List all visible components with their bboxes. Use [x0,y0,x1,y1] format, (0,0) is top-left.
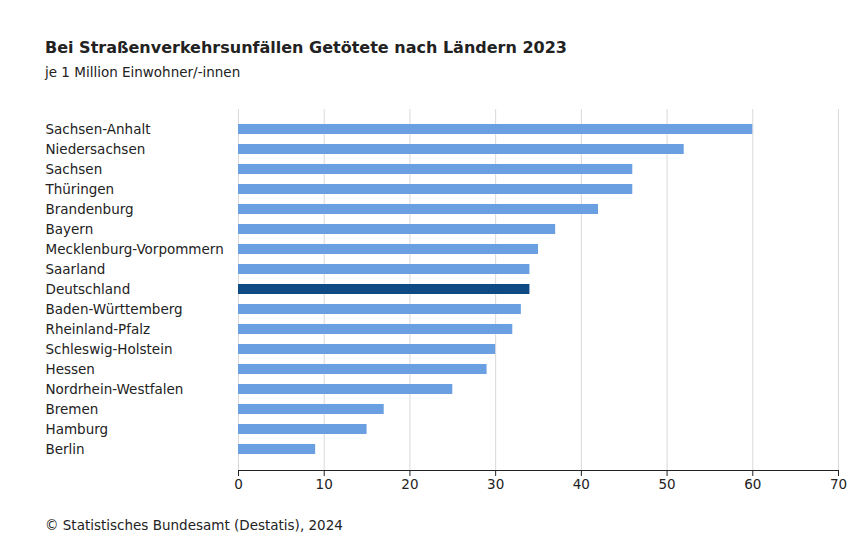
svg-text:Berlin: Berlin [46,441,85,457]
svg-text:Baden-Württemberg: Baden-Württemberg [46,301,183,317]
svg-text:10: 10 [316,476,333,492]
svg-text:0: 0 [234,476,243,492]
svg-text:Niedersachsen: Niedersachsen [46,141,146,157]
html-text:Bei Straßenverkehrsunfällen Ge: Bei Straßenverkehrsunfällen Getötete nac… [45,38,567,57]
svg-text:Bayern: Bayern [46,221,94,237]
svg-text:Mecklenburg-Vorpommern: Mecklenburg-Vorpommern [46,241,224,257]
svg-text:50: 50 [658,476,675,492]
svg-text:Brandenburg: Brandenburg [46,201,134,217]
svg-text:Thüringen: Thüringen [45,181,115,197]
svg-text:Schleswig-Holstein: Schleswig-Holstein [46,341,173,357]
svg-text:Sachsen: Sachsen [46,161,103,177]
svg-text:Hessen: Hessen [46,361,95,377]
svg-text:60: 60 [744,476,761,492]
svg-text:Bremen: Bremen [46,401,99,417]
svg-text:70: 70 [830,476,847,492]
html-text:© Statistisches Bundesamt (Des: © Statistisches Bundesamt (Destatis), 20… [45,517,343,533]
svg-text:Saarland: Saarland [46,261,106,277]
svg-text:40: 40 [573,476,590,492]
svg-text:Sachsen-Anhalt: Sachsen-Anhalt [46,121,151,137]
svg-text:30: 30 [487,476,504,492]
html-text:je 1 Million Einwohner/-innen: je 1 Million Einwohner/-innen [45,64,241,80]
svg-text:Rheinland-Pfalz: Rheinland-Pfalz [46,321,151,337]
svg-text:Hamburg: Hamburg [46,421,109,437]
svg-text:20: 20 [401,476,418,492]
svg-text:Nordrhein-Westfalen: Nordrhein-Westfalen [46,381,184,397]
svg-text:Deutschland: Deutschland [46,281,131,297]
